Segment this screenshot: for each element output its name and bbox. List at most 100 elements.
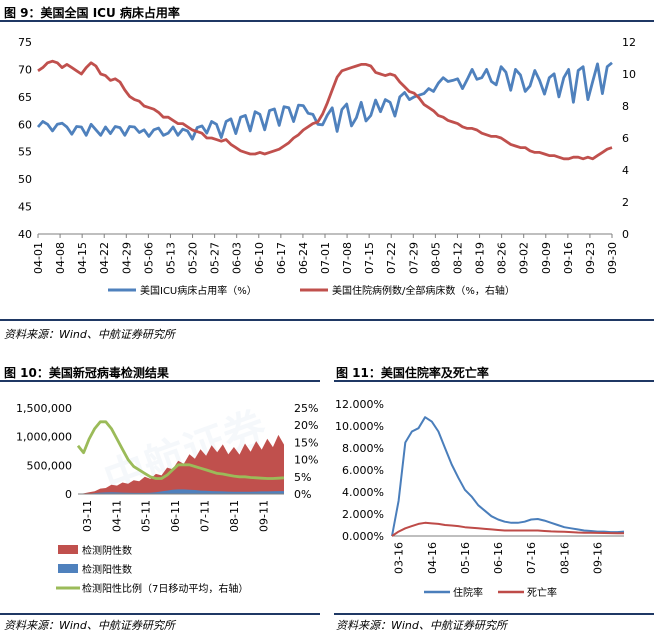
fig11-x-tick-label: 03-16 (393, 542, 406, 574)
fig10-legend-swatch-negative (58, 545, 78, 554)
fig9-title-rule (0, 20, 654, 22)
fig9-x-tick-label: 05-13 (164, 242, 177, 274)
fig9-x-tick-label: 05-27 (209, 242, 222, 274)
fig10-title-rule (0, 380, 320, 382)
fig11-legend-label-mortality: 死亡率 (527, 586, 557, 599)
fig9-y-tick-right: 8 (622, 100, 629, 113)
fig9-x-tick-label: 04-22 (98, 242, 111, 274)
fig9-x-tick-label: 08-12 (451, 242, 464, 274)
fig11-title: 图 11：美国住院率及死亡率 (336, 366, 489, 380)
fig9-legend-label-hosp: 美国住院病例数/全部病床数（%，右轴） (332, 284, 515, 297)
fig11-y-tick: 2.000% (342, 508, 384, 521)
fig10-y-tick-left: 1,500,000 (16, 402, 72, 415)
fig9-x-tick-label: 07-29 (407, 242, 420, 274)
fig9-bottom-rule (0, 319, 654, 321)
fig9-chart: 40 45 50 55 60 65 70 75 0 2 4 6 8 10 12 04-01 04-08 04-15… (18, 36, 636, 297)
fig9-x-tick-label: 06-17 (275, 242, 288, 274)
fig9-series-icu-line (36, 61, 613, 141)
fig9-y-tick-left: 65 (18, 91, 32, 104)
fig9-x-tick-label: 07-22 (385, 242, 398, 274)
fig9-x-tick-label: 06-10 (253, 242, 266, 274)
fig11-y-tick: 6.000% (342, 464, 384, 477)
fig10-y-tick-left: 1,000,000 (16, 431, 72, 444)
fig9-x-tick-label: 05-06 (142, 242, 155, 274)
fig10-legend-label-ratio: 检测阳性比例（7日移动平均，右轴） (82, 582, 248, 595)
fig11-line-hospitalization (391, 416, 625, 537)
fig10-y-tick-right: 25% (294, 402, 318, 415)
fig11-bottom-rule (334, 613, 654, 615)
fig9-x-tick-label: 08-05 (429, 242, 442, 274)
fig10-x-tick-label: 05-11 (140, 500, 153, 532)
fig10-chart: 0 500,000 1,000,000 1,500,000 0% 5% 10% 15% 20% 2… (16, 402, 318, 595)
fig9-y-tick-left: 45 (18, 201, 32, 214)
fig9-x-tick-label: 06-24 (297, 242, 310, 274)
fig9-x-tick-label: 06-03 (231, 242, 244, 274)
fig10-legend-swatch-positive (58, 564, 78, 573)
fig10-y-tick-right: 15% (294, 436, 318, 449)
fig10-y-tick-right: 20% (294, 419, 318, 432)
fig9-x-tick-label: 04-29 (120, 242, 133, 274)
fig9-x-tick-label: 09-02 (518, 242, 531, 274)
fig9-y-tick-left: 55 (18, 146, 32, 159)
fig10-x-tick-label: 09-11 (257, 500, 270, 532)
fig9-series-hosp-line (37, 59, 613, 161)
fig9-y-tick-right: 0 (622, 228, 629, 241)
fig10-title: 图 10：美国新冠病毒检测结果 (4, 366, 169, 380)
fig9-y-tick-left: 75 (18, 36, 32, 49)
fig9-x-tick-label: 09-16 (562, 242, 575, 274)
fig11-source: 资料来源：Wind、中航证券研究所 (336, 619, 507, 632)
fig9-x-tick-label: 05-20 (187, 242, 200, 274)
fig9-y-tick-right: 6 (622, 132, 629, 145)
fig9-x-tick-label: 08-26 (496, 242, 509, 274)
fig10-x-tick-label: 04-11 (110, 500, 123, 532)
fig9-y-tick-left: 40 (18, 228, 32, 241)
fig11-y-tick: 8.000% (342, 442, 384, 455)
fig9-y-tick-right: 2 (622, 196, 629, 209)
fig11-y-tick: 10.000% (335, 420, 384, 433)
fig11-x-tick-label: 04-16 (426, 542, 439, 574)
fig9-x-tick-label: 07-08 (341, 242, 354, 274)
fig10-x-tick-label: 07-11 (199, 500, 212, 532)
fig11-legend-label-hospitalization: 住院率 (453, 586, 483, 599)
fig9-y-tick-right: 12 (622, 36, 636, 49)
fig10-x-tick-label: 08-11 (228, 500, 241, 532)
fig10-y-tick-right: 0% (294, 488, 311, 501)
fig10-y-tick-right: 5% (294, 471, 311, 484)
fig10-y-tick-right: 10% (294, 454, 318, 467)
fig11-x-tick-label: 05-16 (459, 542, 472, 574)
fig10-area-positive (78, 489, 284, 494)
fig9-x-tick-label: 09-09 (540, 242, 553, 274)
fig10-line-positive-ratio (76, 420, 285, 480)
fig9-y-tick-right: 4 (622, 164, 629, 177)
fig10-legend-label-positive: 检测阳性数 (82, 563, 132, 576)
fig9-x-tick-label: 08-19 (474, 242, 487, 274)
fig10-bottom-rule (0, 613, 320, 615)
fig11-x-tick-label: 08-16 (558, 542, 571, 574)
fig10-x-tick-label: 06-11 (169, 500, 182, 532)
fig9-x-tick-label: 07-01 (319, 242, 332, 274)
fig11-title-rule (334, 380, 654, 382)
fig9-legend-label-icu: 美国ICU病床占用率（%） (140, 284, 257, 297)
fig9-x-tick-label: 04-15 (76, 242, 89, 274)
fig11-chart: 0.000% 2.000% 4.000% 6.000% 8.000% 10.000% 12.… (335, 398, 625, 599)
fig9-x-tick-label: 07-15 (363, 242, 376, 274)
fig11-y-tick: 12.000% (335, 398, 384, 411)
fig11-line-mortality (391, 521, 624, 537)
fig10-source: 资料来源：Wind、中航证券研究所 (4, 619, 175, 632)
fig9-x-tick-label: 09-23 (584, 242, 597, 274)
fig10-legend-label-negative: 检测阴性数 (82, 544, 132, 557)
fig10-y-tick-left: 0 (65, 488, 72, 501)
fig9-title: 图 9：美国全国 ICU 病床占用率 (4, 6, 180, 20)
fig9-x-tick-label: 09-30 (606, 242, 619, 274)
fig9-y-tick-left: 60 (18, 118, 32, 131)
fig10-x-tick-label: 03-11 (81, 500, 94, 532)
fig11-x-tick-label: 09-16 (591, 542, 604, 574)
fig9-y-tick-right: 10 (622, 68, 636, 81)
fig9-x-tick-label: 04-01 (32, 242, 45, 274)
fig10-y-tick-left: 500,000 (27, 459, 73, 472)
fig9-source: 资料来源：Wind、中航证券研究所 (4, 328, 175, 341)
fig9-y-tick-left: 50 (18, 173, 32, 186)
fig11-x-tick-label: 07-16 (525, 542, 538, 574)
fig11-x-tick-label: 06-16 (492, 542, 505, 574)
